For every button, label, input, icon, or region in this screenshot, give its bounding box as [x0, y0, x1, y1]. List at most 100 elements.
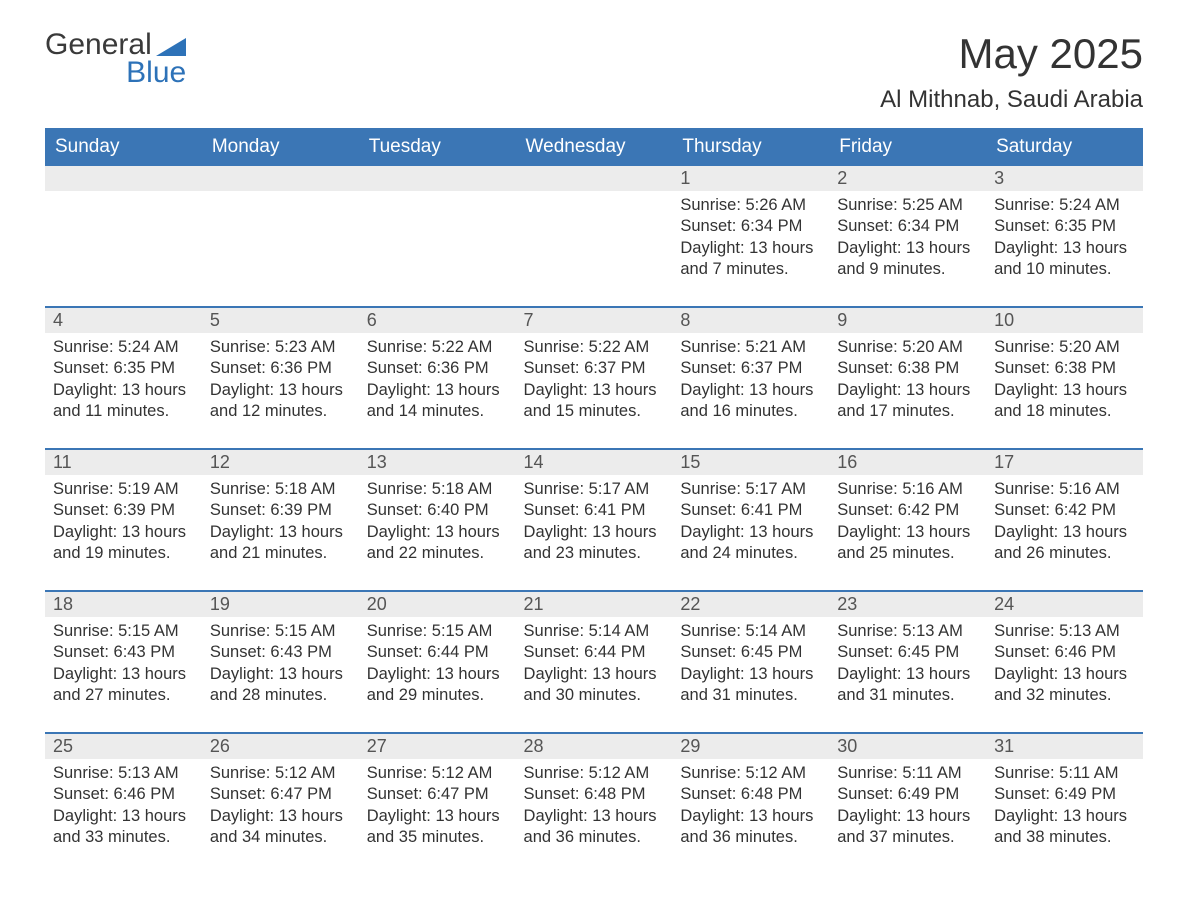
logo-text: General Blue: [45, 30, 186, 88]
day-number-empty: [359, 164, 516, 191]
day-number: 31: [986, 732, 1143, 759]
sunrise-line: Sunrise: 5:22 AM: [367, 337, 508, 358]
calendar-day: 24Sunrise: 5:13 AMSunset: 6:46 PMDayligh…: [986, 590, 1143, 732]
day-number: 29: [672, 732, 829, 759]
calendar-day: 20Sunrise: 5:15 AMSunset: 6:44 PMDayligh…: [359, 590, 516, 732]
calendar-day: 3Sunrise: 5:24 AMSunset: 6:35 PMDaylight…: [986, 164, 1143, 306]
calendar-body: 1Sunrise: 5:26 AMSunset: 6:34 PMDaylight…: [45, 164, 1143, 874]
sunset-line: Sunset: 6:43 PM: [53, 642, 194, 663]
daylight-line: Daylight: 13 hours and 10 minutes.: [994, 238, 1135, 281]
day-number-empty: [45, 164, 202, 191]
sunset-line: Sunset: 6:44 PM: [367, 642, 508, 663]
day-details: Sunrise: 5:17 AMSunset: 6:41 PMDaylight:…: [672, 475, 829, 573]
calendar-day: 11Sunrise: 5:19 AMSunset: 6:39 PMDayligh…: [45, 448, 202, 590]
day-number-empty: [202, 164, 359, 191]
daylight-line: Daylight: 13 hours and 32 minutes.: [994, 664, 1135, 707]
day-number: 30: [829, 732, 986, 759]
day-number: 23: [829, 590, 986, 617]
day-details: Sunrise: 5:24 AMSunset: 6:35 PMDaylight:…: [45, 333, 202, 431]
calendar-day: [45, 164, 202, 306]
day-details: Sunrise: 5:11 AMSunset: 6:49 PMDaylight:…: [829, 759, 986, 857]
day-details: Sunrise: 5:15 AMSunset: 6:43 PMDaylight:…: [45, 617, 202, 715]
sunset-line: Sunset: 6:39 PM: [210, 500, 351, 521]
calendar-header: SundayMondayTuesdayWednesdayThursdayFrid…: [45, 129, 1143, 164]
calendar-day: 25Sunrise: 5:13 AMSunset: 6:46 PMDayligh…: [45, 732, 202, 874]
sunrise-line: Sunrise: 5:22 AM: [524, 337, 665, 358]
weekday-header: Monday: [202, 129, 359, 164]
daylight-line: Daylight: 13 hours and 31 minutes.: [837, 664, 978, 707]
sunrise-line: Sunrise: 5:12 AM: [524, 763, 665, 784]
sunrise-line: Sunrise: 5:12 AM: [367, 763, 508, 784]
sunrise-line: Sunrise: 5:13 AM: [53, 763, 194, 784]
daylight-line: Daylight: 13 hours and 34 minutes.: [210, 806, 351, 849]
calendar-day: 4Sunrise: 5:24 AMSunset: 6:35 PMDaylight…: [45, 306, 202, 448]
day-number: 17: [986, 448, 1143, 475]
calendar-week: 4Sunrise: 5:24 AMSunset: 6:35 PMDaylight…: [45, 306, 1143, 448]
day-number: 1: [672, 164, 829, 191]
sunset-line: Sunset: 6:36 PM: [210, 358, 351, 379]
calendar-day: 17Sunrise: 5:16 AMSunset: 6:42 PMDayligh…: [986, 448, 1143, 590]
calendar-day: 10Sunrise: 5:20 AMSunset: 6:38 PMDayligh…: [986, 306, 1143, 448]
daylight-line: Daylight: 13 hours and 36 minutes.: [524, 806, 665, 849]
sunrise-line: Sunrise: 5:11 AM: [837, 763, 978, 784]
calendar-week: 1Sunrise: 5:26 AMSunset: 6:34 PMDaylight…: [45, 164, 1143, 306]
daylight-line: Daylight: 13 hours and 27 minutes.: [53, 664, 194, 707]
day-number: 10: [986, 306, 1143, 333]
day-number: 27: [359, 732, 516, 759]
daylight-line: Daylight: 13 hours and 21 minutes.: [210, 522, 351, 565]
sunset-line: Sunset: 6:46 PM: [994, 642, 1135, 663]
day-details: Sunrise: 5:12 AMSunset: 6:48 PMDaylight:…: [672, 759, 829, 857]
calendar-day: 26Sunrise: 5:12 AMSunset: 6:47 PMDayligh…: [202, 732, 359, 874]
calendar-day: [516, 164, 673, 306]
day-number: 5: [202, 306, 359, 333]
sunrise-line: Sunrise: 5:18 AM: [210, 479, 351, 500]
header: General Blue May 2025 Al Mithnab, Saudi …: [45, 30, 1143, 124]
day-number: 4: [45, 306, 202, 333]
sunset-line: Sunset: 6:39 PM: [53, 500, 194, 521]
calendar-day: 29Sunrise: 5:12 AMSunset: 6:48 PMDayligh…: [672, 732, 829, 874]
day-details: Sunrise: 5:15 AMSunset: 6:43 PMDaylight:…: [202, 617, 359, 715]
calendar-day: 21Sunrise: 5:14 AMSunset: 6:44 PMDayligh…: [516, 590, 673, 732]
daylight-line: Daylight: 13 hours and 22 minutes.: [367, 522, 508, 565]
sunset-line: Sunset: 6:44 PM: [524, 642, 665, 663]
daylight-line: Daylight: 13 hours and 12 minutes.: [210, 380, 351, 423]
daylight-line: Daylight: 13 hours and 17 minutes.: [837, 380, 978, 423]
location-text: Al Mithnab, Saudi Arabia: [880, 86, 1143, 114]
calendar-day: 22Sunrise: 5:14 AMSunset: 6:45 PMDayligh…: [672, 590, 829, 732]
day-number: 9: [829, 306, 986, 333]
sunset-line: Sunset: 6:41 PM: [680, 500, 821, 521]
day-details: Sunrise: 5:14 AMSunset: 6:45 PMDaylight:…: [672, 617, 829, 715]
day-number: 25: [45, 732, 202, 759]
calendar-day: [202, 164, 359, 306]
weekday-header: Saturday: [986, 129, 1143, 164]
sunrise-line: Sunrise: 5:17 AM: [680, 479, 821, 500]
calendar-day: [359, 164, 516, 306]
day-details: Sunrise: 5:18 AMSunset: 6:39 PMDaylight:…: [202, 475, 359, 573]
day-number: 13: [359, 448, 516, 475]
daylight-line: Daylight: 13 hours and 33 minutes.: [53, 806, 194, 849]
sunrise-line: Sunrise: 5:13 AM: [994, 621, 1135, 642]
sunset-line: Sunset: 6:37 PM: [524, 358, 665, 379]
daylight-line: Daylight: 13 hours and 37 minutes.: [837, 806, 978, 849]
day-details: Sunrise: 5:16 AMSunset: 6:42 PMDaylight:…: [829, 475, 986, 573]
sunset-line: Sunset: 6:37 PM: [680, 358, 821, 379]
daylight-line: Daylight: 13 hours and 15 minutes.: [524, 380, 665, 423]
sunrise-line: Sunrise: 5:25 AM: [837, 195, 978, 216]
daylight-line: Daylight: 13 hours and 30 minutes.: [524, 664, 665, 707]
calendar-day: 13Sunrise: 5:18 AMSunset: 6:40 PMDayligh…: [359, 448, 516, 590]
daylight-line: Daylight: 13 hours and 26 minutes.: [994, 522, 1135, 565]
day-details: Sunrise: 5:12 AMSunset: 6:47 PMDaylight:…: [359, 759, 516, 857]
sunrise-line: Sunrise: 5:20 AM: [994, 337, 1135, 358]
day-details: Sunrise: 5:19 AMSunset: 6:39 PMDaylight:…: [45, 475, 202, 573]
calendar-day: 30Sunrise: 5:11 AMSunset: 6:49 PMDayligh…: [829, 732, 986, 874]
sunset-line: Sunset: 6:48 PM: [524, 784, 665, 805]
calendar-day: 5Sunrise: 5:23 AMSunset: 6:36 PMDaylight…: [202, 306, 359, 448]
sunset-line: Sunset: 6:45 PM: [837, 642, 978, 663]
weekday-header: Wednesday: [516, 129, 673, 164]
daylight-line: Daylight: 13 hours and 28 minutes.: [210, 664, 351, 707]
sunset-line: Sunset: 6:45 PM: [680, 642, 821, 663]
sunrise-line: Sunrise: 5:24 AM: [994, 195, 1135, 216]
calendar-table: SundayMondayTuesdayWednesdayThursdayFrid…: [45, 128, 1143, 874]
sunset-line: Sunset: 6:35 PM: [994, 216, 1135, 237]
day-details: Sunrise: 5:25 AMSunset: 6:34 PMDaylight:…: [829, 191, 986, 289]
